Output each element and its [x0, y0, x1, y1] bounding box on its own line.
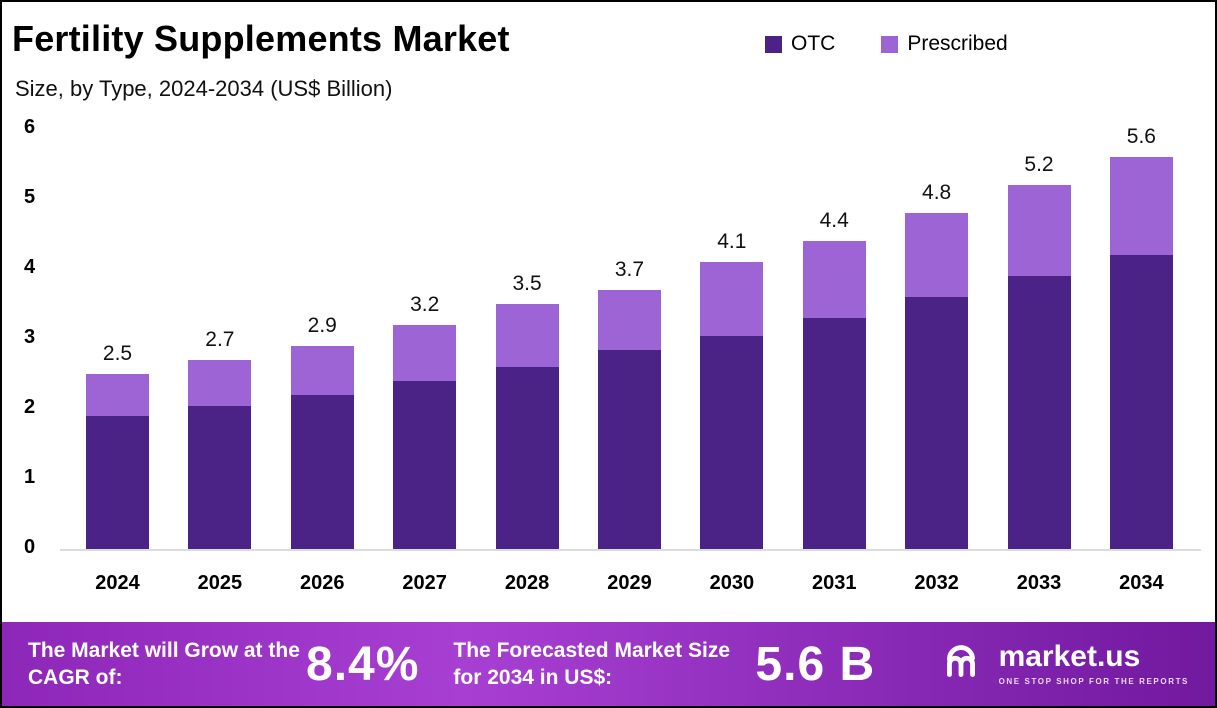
bar-segment-prescribed: [86, 374, 149, 416]
brand-block: market.us ONE STOP SHOP FOR THE REPORTS: [935, 638, 1189, 690]
bar-group-2028: 3.5 2028: [495, 272, 559, 594]
legend-swatch: [881, 35, 899, 53]
bar-total-label: 2.9: [307, 314, 337, 337]
y-tick-label: 6: [24, 116, 36, 138]
x-axis-label: 2033: [1016, 572, 1062, 594]
bar-segment-otc: [1109, 255, 1173, 549]
bar-total-label: 4.1: [717, 230, 747, 253]
bar-total-label: 3.7: [614, 258, 645, 281]
brand-text: market.us ONE STOP SHOP FOR THE REPORTS: [998, 640, 1189, 687]
bar-segment-prescribed: [905, 213, 969, 297]
x-axis-label: 2034: [1119, 572, 1164, 594]
plot-area: 2.5 2024 2.7 2025 2.9 2026 3.2 2027 3.5 2028 3.7 20…: [60, 125, 1199, 594]
brand-tagline: ONE STOP SHOP FOR THE REPORTS: [998, 677, 1189, 686]
bar-total-label: 4.8: [922, 181, 952, 204]
x-axis-label: 2026: [300, 572, 345, 594]
y-tick-label: 3: [24, 326, 36, 348]
bar-segment-prescribed: [1109, 157, 1173, 255]
chart-title: Fertility Supplements Market: [12, 18, 510, 59]
bar-segment-otc: [495, 367, 559, 549]
bar-segment-prescribed: [700, 262, 764, 336]
bar-segment-prescribed: [1007, 185, 1071, 276]
bar-segment-otc: [700, 335, 764, 549]
bar-group-2034: 5.6 2034: [1109, 125, 1173, 594]
y-tick-label: 0: [24, 536, 36, 558]
bar-total-label: 5.6: [1126, 125, 1156, 148]
bar-segment-otc: [188, 405, 252, 549]
cagr-value: 8.4%: [306, 637, 420, 691]
bar-group-2029: 3.7 2029: [597, 258, 661, 594]
bar-segment-otc: [290, 395, 354, 549]
x-axis-baseline: [60, 549, 1201, 551]
chart-subtitle: Size, by Type, 2024-2034 (US$ Billion): [15, 76, 393, 101]
y-tick-label: 2: [24, 396, 36, 418]
legend-label: OTC: [791, 32, 836, 55]
bar-group-2025: 2.7 2025: [188, 328, 252, 594]
bar-group-2026: 2.9 2026: [290, 314, 354, 594]
bar-total-label: 3.2: [410, 293, 440, 316]
legend: OTC Prescribed: [765, 32, 1008, 56]
bar-segment-prescribed: [393, 325, 457, 381]
bar-total-label: 4.4: [819, 209, 849, 232]
bar-total-label: 5.2: [1024, 153, 1054, 176]
cagr-label: The Market will Grow at the CAGR of:: [28, 638, 300, 689]
x-axis-label: 2031: [811, 572, 857, 594]
x-axis-label: 2030: [709, 572, 755, 594]
legend-label: Prescribed: [907, 32, 1008, 55]
bar-total-label: 2.5: [102, 342, 133, 365]
legend-item-prescribed: Prescribed: [881, 32, 1008, 56]
x-axis-label: 2029: [607, 572, 652, 594]
bar-segment-prescribed: [597, 290, 661, 350]
legend-item-otc: OTC: [765, 32, 835, 56]
bar-segment-prescribed: [188, 360, 252, 406]
forecast-label: The Forecasted Market Size for 2034 in U…: [453, 638, 731, 689]
bar-group-2024: 2.5 2024: [86, 342, 149, 594]
footer-banner: The Market will Grow at the CAGR of: 8.4…: [2, 622, 1215, 706]
bar-total-label: 2.7: [205, 328, 235, 351]
bar-segment-otc: [1007, 276, 1071, 549]
bar-segment-otc: [905, 297, 969, 549]
bar-segment-prescribed: [290, 346, 354, 395]
bar-segment-otc: [597, 349, 661, 549]
x-axis-label: 2025: [197, 572, 243, 594]
bar-segment-otc: [802, 318, 866, 549]
y-tick-label: 4: [24, 256, 36, 278]
bar-group-2032: 4.8 2032: [905, 181, 969, 594]
bar-group-2030: 4.1 2030: [700, 230, 764, 594]
marketus-logo-icon: [946, 645, 975, 677]
legend-swatch: [765, 35, 782, 53]
bar-segment-otc: [393, 381, 457, 549]
y-tick-label: 5: [24, 186, 36, 208]
bar-group-2031: 4.4 2031: [802, 209, 866, 594]
brand-name: market.us: [998, 640, 1141, 673]
forecast-value: 5.6 B: [755, 637, 876, 691]
bar-total-label: 3.5: [512, 272, 542, 295]
x-axis-label: 2024: [95, 572, 140, 594]
x-axis-label: 2028: [504, 572, 550, 594]
bar-group-2033: 5.2 2033: [1007, 153, 1071, 594]
bar-segment-prescribed: [495, 304, 559, 367]
x-axis-label: 2027: [402, 572, 447, 594]
bar-segment-otc: [86, 416, 149, 549]
bar-segment-prescribed: [802, 241, 866, 318]
y-tick-label: 1: [24, 466, 36, 488]
x-axis-label: 2032: [914, 572, 959, 594]
bar-group-2027: 3.2 2027: [393, 293, 457, 594]
